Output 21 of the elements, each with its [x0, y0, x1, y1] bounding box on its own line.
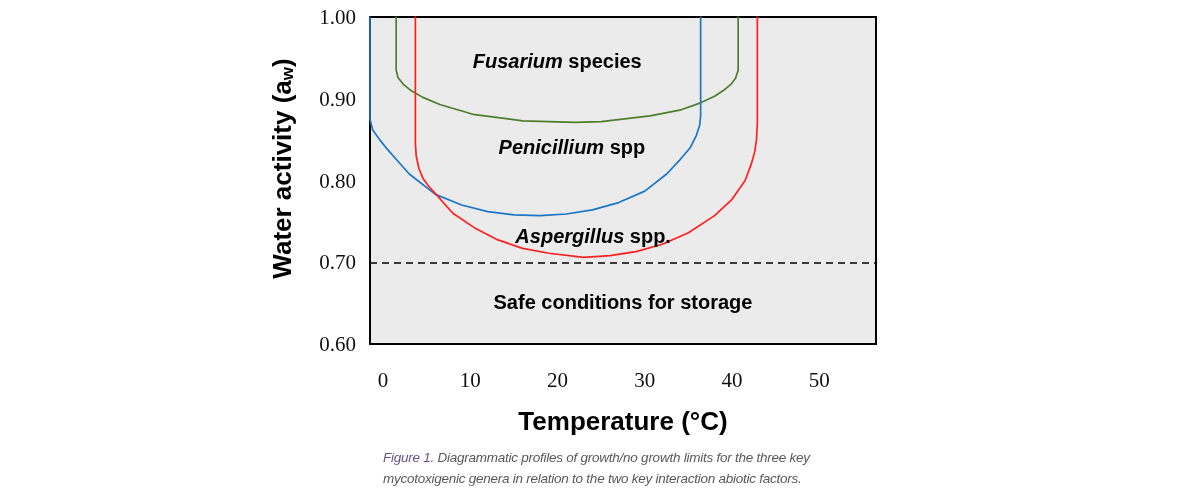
y-tick-label: 0.90: [319, 86, 356, 111]
line-series: [395, 16, 740, 124]
x-tick-label: 20: [547, 367, 569, 392]
x-tick-label: 40: [721, 367, 743, 392]
x-tick-label: 30: [634, 367, 656, 392]
line-series: [414, 16, 759, 259]
x-tick-label: 10: [459, 367, 481, 392]
x-tick-label: 0: [377, 367, 389, 392]
y-tick-label: 0.80: [319, 168, 356, 193]
x-axis-title: Temperature (°C): [518, 406, 728, 436]
y-tick-label: 0.70: [319, 250, 356, 275]
caption: Figure 1. Diagrammatic profiles of growth/no growth limits for the three key mycotoxigenic genera in relation to the two key interaction abiotic factors.: [383, 450, 810, 486]
y-tick-label: 0.60: [319, 332, 356, 356]
annotation: Fusarium species: [472, 50, 642, 73]
annotation: Penicillium spp: [498, 136, 646, 159]
y-axis-title: Water activity (aw): [267, 58, 297, 279]
x-tick-label: 50: [808, 367, 830, 392]
ref-line-label: Safe conditions for storage: [493, 291, 753, 314]
annotation: Aspergillus spp.: [514, 225, 671, 248]
line-series: [369, 16, 702, 217]
y-tick-label: 1.00: [319, 5, 356, 29]
